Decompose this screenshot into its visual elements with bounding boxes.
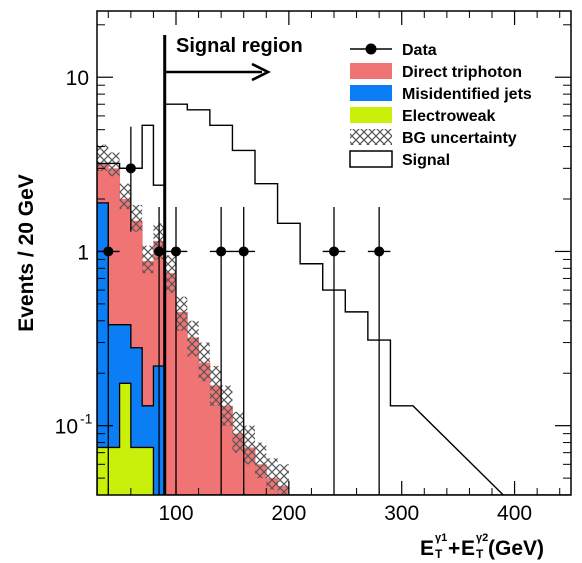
electroweak-bar — [108, 447, 121, 495]
bg-uncertainty-band — [119, 183, 131, 210]
legend-entry-direct: Direct triphoton — [350, 63, 522, 81]
legend-label: Electroweak — [402, 108, 495, 125]
data-point — [119, 126, 143, 232]
y-tick-label-exponent: -1 — [80, 411, 93, 427]
misidentified-jets-outline — [97, 202, 571, 495]
signal-histogram-low — [97, 104, 166, 186]
legend-entry-data: Data — [350, 42, 437, 59]
legend-swatch-direct — [350, 63, 392, 79]
data-point-marker — [171, 246, 181, 257]
bg-uncertainty-band — [130, 204, 143, 232]
misidentified-jets-bar — [130, 347, 143, 495]
legend-label: BG uncertainty — [402, 130, 517, 147]
bg-uncertainty-band — [232, 411, 244, 453]
x-tick-label: 300 — [384, 502, 419, 525]
direct-triphoton-bar — [142, 261, 154, 495]
data-point — [153, 206, 165, 495]
bg-uncertainty-band — [164, 255, 176, 293]
signal-region-label: Signal region — [176, 35, 303, 57]
data-point-marker — [238, 246, 249, 257]
bg-uncertainty-band — [243, 425, 255, 465]
misidentified-jets-bar — [108, 324, 121, 495]
direct-triphoton-bar — [164, 273, 177, 495]
plot-area — [97, 103, 571, 495]
electroweak-bar — [130, 447, 143, 495]
bg-uncertainty-band — [187, 320, 199, 357]
data-point — [322, 206, 346, 495]
data-point-marker — [216, 246, 227, 257]
direct-triphoton-bar — [187, 337, 200, 495]
electroweak-bar — [97, 447, 109, 495]
y-tick-label: 1 — [77, 241, 89, 264]
legend: Data Direct triphoton Misidentified jets El… — [349, 42, 532, 169]
legend-entry-misid: Misidentified jets — [350, 85, 532, 103]
x-tick-label: 100 — [158, 502, 193, 525]
data-point — [164, 206, 188, 495]
electroweak-bar — [142, 447, 154, 495]
direct-triphoton-bar — [176, 311, 188, 495]
bg-uncertainty-band — [108, 152, 120, 177]
data-point-marker — [329, 246, 339, 257]
bg-uncertainty-band — [209, 366, 222, 406]
legend-label: Data — [402, 42, 437, 59]
bg-uncertainty-band — [176, 296, 188, 331]
legend-swatch-signal — [349, 150, 393, 168]
legend-swatch-data-marker — [365, 43, 377, 55]
electroweak-outline — [97, 382, 571, 495]
x-axis-title: E Tγ1 + E Tγ2 (GeV) — [420, 532, 544, 561]
direct-triphoton-bar — [198, 362, 211, 495]
data-point — [367, 206, 391, 495]
x-tick-label: 400 — [497, 502, 532, 525]
x-tick-label: 200 — [271, 502, 306, 525]
bg-uncertainty-band — [266, 458, 278, 490]
bg-uncertainty-band — [198, 342, 210, 382]
x-axis-title-part: T — [435, 547, 443, 561]
x-axis-title-part: T — [476, 547, 484, 561]
direct-triphoton-bar — [209, 385, 222, 495]
x-axis-title-part: + — [448, 537, 460, 560]
legend-label: Misidentified jets — [402, 86, 532, 103]
x-axis-title-part: E — [461, 537, 475, 560]
data-point — [232, 206, 255, 495]
data-point — [209, 206, 233, 495]
bg-uncertainty-band — [255, 442, 267, 479]
legend-swatch-misid — [350, 85, 392, 101]
y-axis-title: Events / 20 GeV — [15, 174, 38, 332]
legend-label: Direct triphoton — [402, 64, 522, 81]
data-point-marker — [154, 246, 165, 257]
legend-swatch-ew — [350, 107, 392, 123]
y-tick-label: 10 — [55, 416, 78, 439]
x-axis-title-part: (GeV) — [488, 537, 544, 560]
legend-swatch-hatch — [350, 129, 392, 145]
electroweak-bar — [119, 383, 132, 495]
bg-uncertainty-band — [142, 245, 154, 274]
legend-label: Signal — [402, 152, 450, 169]
signal-histogram — [164, 103, 504, 495]
x-axis-title-part: γ1 — [435, 532, 447, 544]
bg-uncertainty-band — [97, 144, 109, 171]
signal-region-arrow-head — [251, 62, 271, 82]
bg-uncertainty-band — [277, 464, 289, 495]
x-axis-title-part: E — [420, 537, 434, 560]
legend-entry-unc: BG uncertainty — [350, 129, 517, 147]
data-point-marker — [125, 163, 136, 174]
x-axis-title-part: γ2 — [476, 532, 488, 544]
bg-uncertainty-band — [221, 385, 233, 426]
misidentified-jets-bar — [97, 202, 109, 495]
direct-triphoton-bar — [221, 405, 233, 495]
direct-triphoton-bar — [255, 464, 267, 495]
y-tick-label: 10 — [66, 67, 89, 90]
data-point-marker — [374, 246, 385, 257]
direct-triphoton-bar — [243, 447, 256, 495]
direct-triphoton-bar — [232, 433, 245, 495]
legend-entry-signal: Signal — [349, 150, 450, 169]
legend-entry-ew: Electroweak — [350, 107, 495, 125]
